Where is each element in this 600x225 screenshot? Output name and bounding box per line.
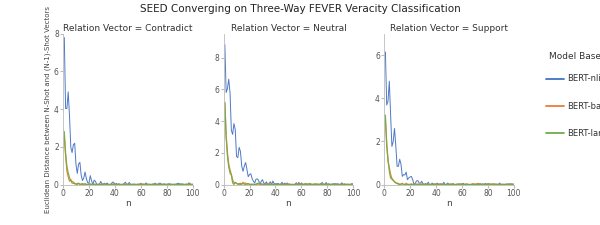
Title: Relation Vector = Contradict: Relation Vector = Contradict bbox=[63, 24, 193, 33]
Title: Relation Vector = Neutral: Relation Vector = Neutral bbox=[230, 24, 346, 33]
X-axis label: n: n bbox=[125, 199, 131, 208]
X-axis label: n: n bbox=[286, 199, 292, 208]
Y-axis label: Euclidean Distance between N-Shot and (N-1)-Shot Vectors: Euclidean Distance between N-Shot and (N… bbox=[44, 6, 51, 213]
Text: SEED Converging on Three-Way FEVER Veracity Classification: SEED Converging on Three-Way FEVER Verac… bbox=[140, 4, 460, 14]
Text: BERT-nli: BERT-nli bbox=[567, 74, 600, 83]
Text: BERT-base: BERT-base bbox=[567, 102, 600, 111]
Text: Model Base: Model Base bbox=[548, 52, 600, 61]
Text: BERT-large: BERT-large bbox=[567, 129, 600, 138]
Title: Relation Vector = Support: Relation Vector = Support bbox=[390, 24, 508, 33]
X-axis label: n: n bbox=[446, 199, 452, 208]
